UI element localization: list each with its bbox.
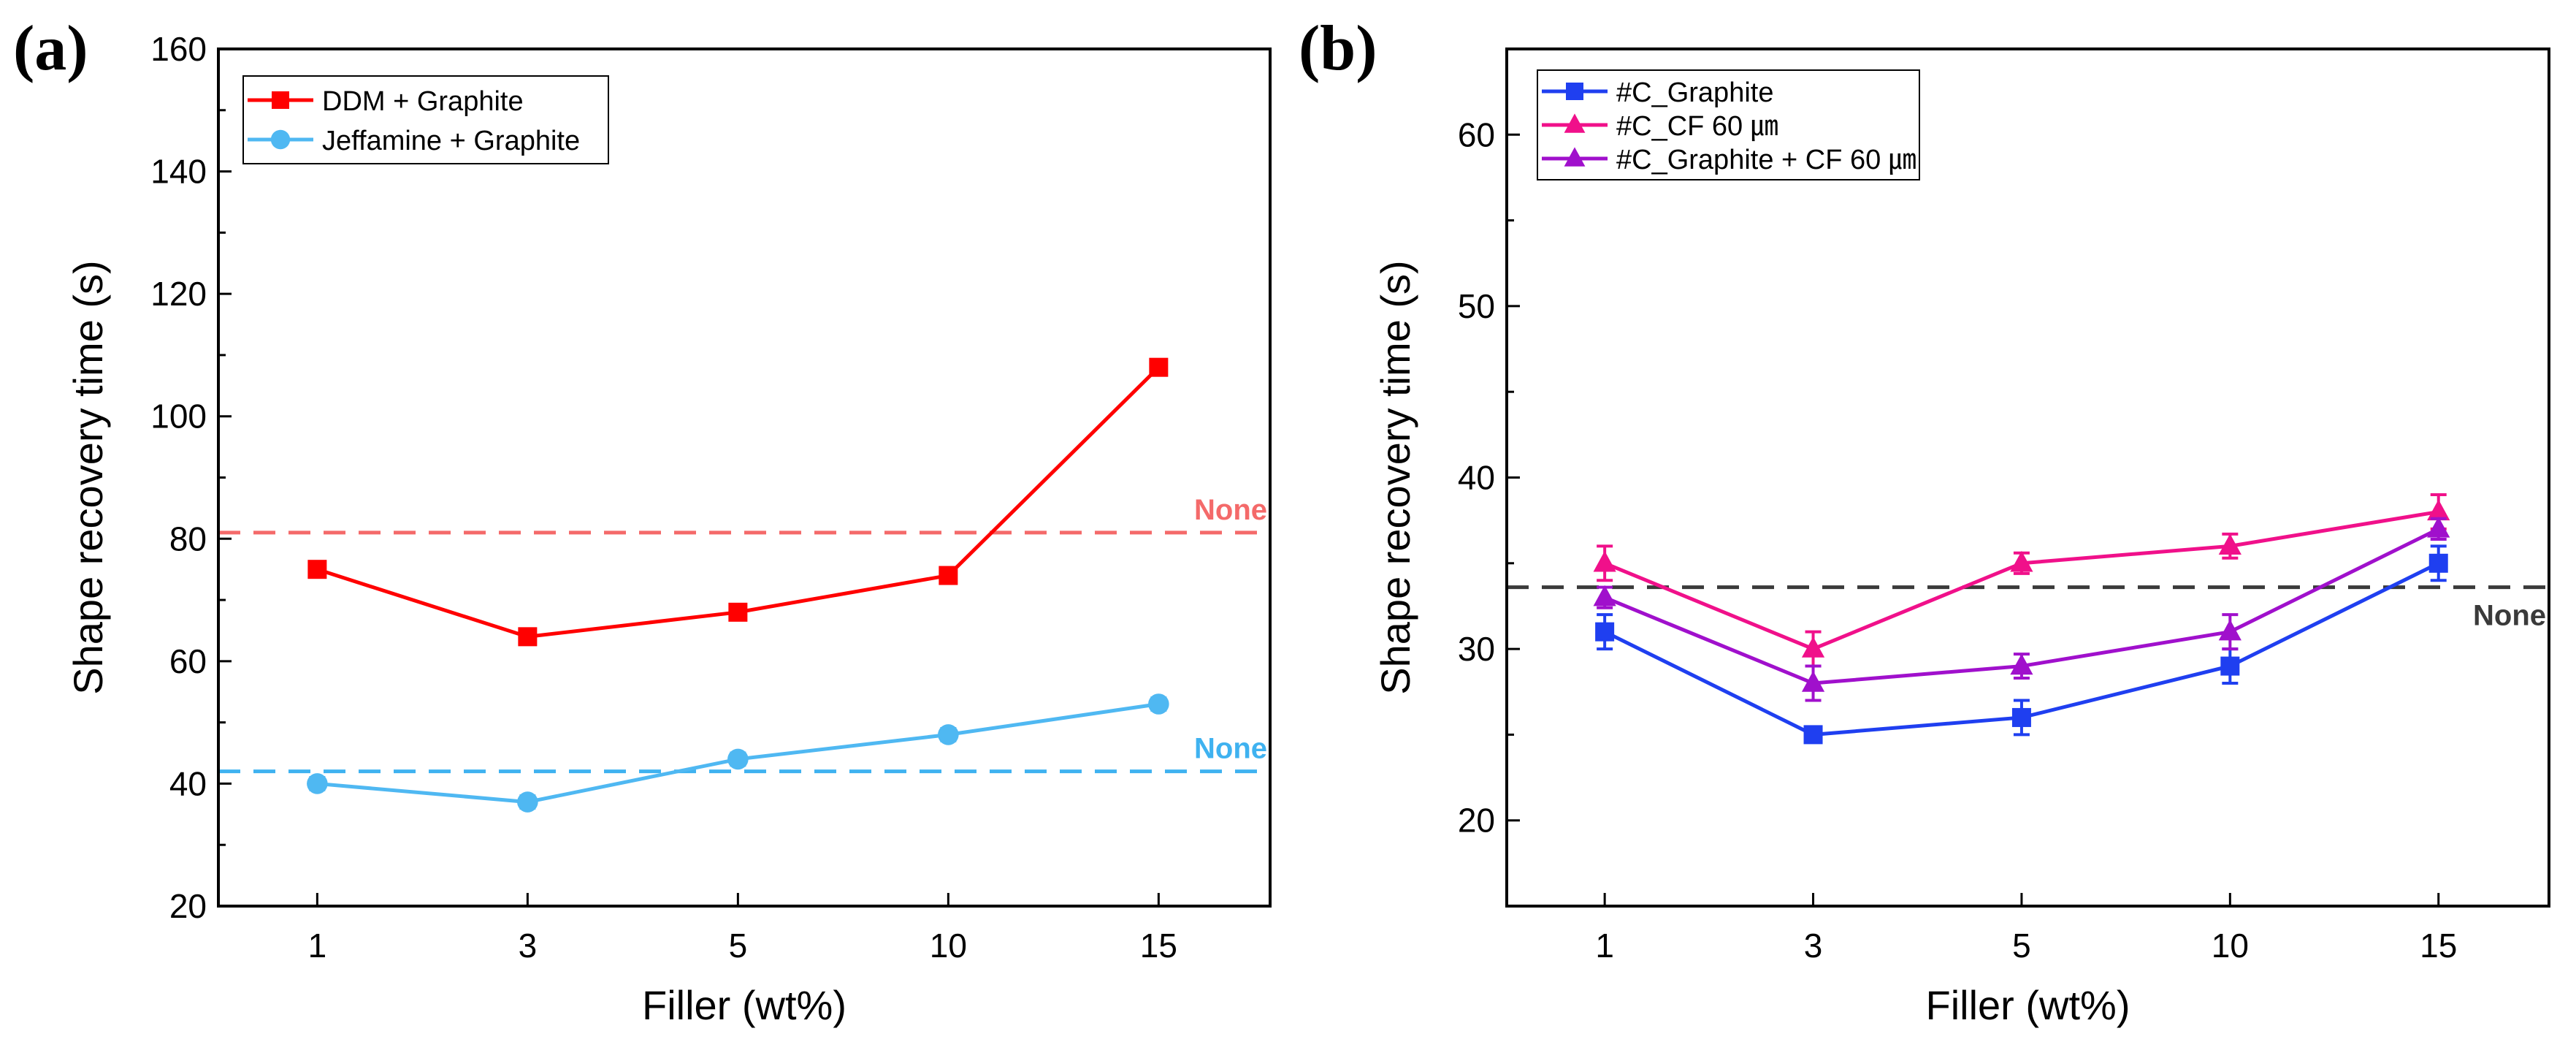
data-point-circle: [270, 129, 291, 150]
data-point-triangle: [2010, 653, 2033, 675]
reference-line-label: None: [1194, 733, 1267, 765]
x-tick-label: 5: [2012, 927, 2031, 965]
data-point-square: [728, 602, 748, 622]
y-tick-label: 60: [169, 642, 207, 680]
data-point-triangle: [2427, 499, 2450, 521]
data-point-circle: [307, 773, 328, 794]
data-point-triangle: [1564, 113, 1586, 133]
legend-label: #C_Graphite: [1616, 77, 1773, 108]
data-point-square: [939, 566, 958, 585]
panel-b: (b) None 20 30 40 50 60 1 3 5 10 15 Filler (wt%) Shap…: [1299, 13, 2550, 1028]
legend-label: DDM + Graphite: [322, 86, 524, 117]
legend-label: #C_CF 60 ㎛: [1616, 111, 1778, 142]
series-0: [307, 357, 1169, 647]
data-point-square: [2011, 707, 2031, 727]
reference-line-label: None: [2473, 600, 2546, 632]
x-tick-label: 5: [729, 927, 748, 965]
data-point-circle: [938, 724, 959, 745]
reference-line-label: None: [1194, 494, 1267, 526]
x-axis-title: Filler (wt%): [1926, 982, 2130, 1028]
panel-a: (a) None None 20 40 60 80 100 120 140 160 1 3 5 10 15 Fi…: [13, 13, 1272, 1028]
data-point-triangle: [2218, 533, 2241, 555]
series-line: [316, 365, 1161, 639]
data-point-triangle: [1801, 671, 1825, 692]
series-2: [1593, 516, 2450, 702]
data-point-square: [1566, 83, 1583, 100]
y-tick-label: 60: [1458, 115, 1495, 153]
data-point-triangle: [1801, 636, 1825, 658]
data-point-circle: [1148, 693, 1169, 715]
data-point-triangle: [1593, 550, 1616, 572]
data-point-triangle: [2010, 550, 2033, 572]
x-tick-label: 3: [1804, 927, 1823, 965]
data-point-triangle: [2427, 516, 2450, 538]
y-tick-label: 50: [1458, 287, 1495, 325]
x-axis-title: Filler (wt%): [642, 982, 846, 1028]
panel-label: (b): [1299, 13, 1377, 84]
x-tick-label: 1: [1595, 927, 1614, 965]
legend-label: #C_Graphite + CF 60 ㎛: [1616, 145, 1916, 175]
data-point-square: [272, 91, 289, 109]
data-point-triangle: [1564, 147, 1586, 167]
y-axis-title: Shape recovery time (s): [1372, 260, 1418, 694]
y-tick-label: 40: [169, 764, 207, 802]
data-point-square: [1803, 725, 1823, 745]
panel-label: (a): [13, 13, 88, 84]
data-point-circle: [727, 748, 749, 770]
x-tick-label: 10: [2212, 927, 2249, 965]
data-point-triangle: [2218, 619, 2241, 641]
x-tick-label: 15: [1140, 927, 1177, 965]
x-tick-label: 10: [930, 927, 967, 965]
y-tick-label: 80: [169, 520, 207, 558]
x-tick-label: 15: [2420, 927, 2457, 965]
data-point-square: [518, 627, 538, 647]
y-axis-title: Shape recovery time (s): [65, 260, 111, 694]
data-point-square: [2428, 553, 2448, 573]
y-tick-label: 30: [1458, 630, 1495, 668]
series-line: [1604, 509, 2439, 651]
legend: #C_Graphite#C_CF 60 ㎛#C_Graphite + CF 60…: [1537, 69, 1920, 180]
data-point-square: [1149, 357, 1169, 377]
data-point-square: [307, 560, 327, 579]
y-tick-label: 40: [1458, 459, 1495, 497]
y-tick-label: 20: [169, 887, 207, 925]
y-tick-label: 120: [150, 275, 207, 313]
data-point-square: [1595, 622, 1615, 642]
legend-label: Jeffamine + Graphite: [322, 126, 580, 156]
y-tick-label: 160: [150, 30, 207, 68]
y-tick-label: 140: [150, 153, 207, 191]
plot-frame: [217, 47, 1272, 908]
y-tick-label: 100: [150, 398, 207, 436]
data-point-circle: [517, 791, 538, 813]
y-tick-label: 20: [1458, 802, 1495, 840]
x-tick-label: 1: [308, 927, 327, 965]
series-1: [1593, 493, 2450, 668]
legend: DDM + Graphite Jeffamine + Graphite: [242, 75, 609, 164]
series-0: [1595, 544, 2448, 745]
data-point-triangle: [1593, 585, 1616, 606]
x-tick-label: 3: [519, 927, 538, 965]
legend-box: [242, 75, 609, 164]
series-1: [307, 693, 1169, 813]
data-point-square: [2220, 656, 2240, 676]
